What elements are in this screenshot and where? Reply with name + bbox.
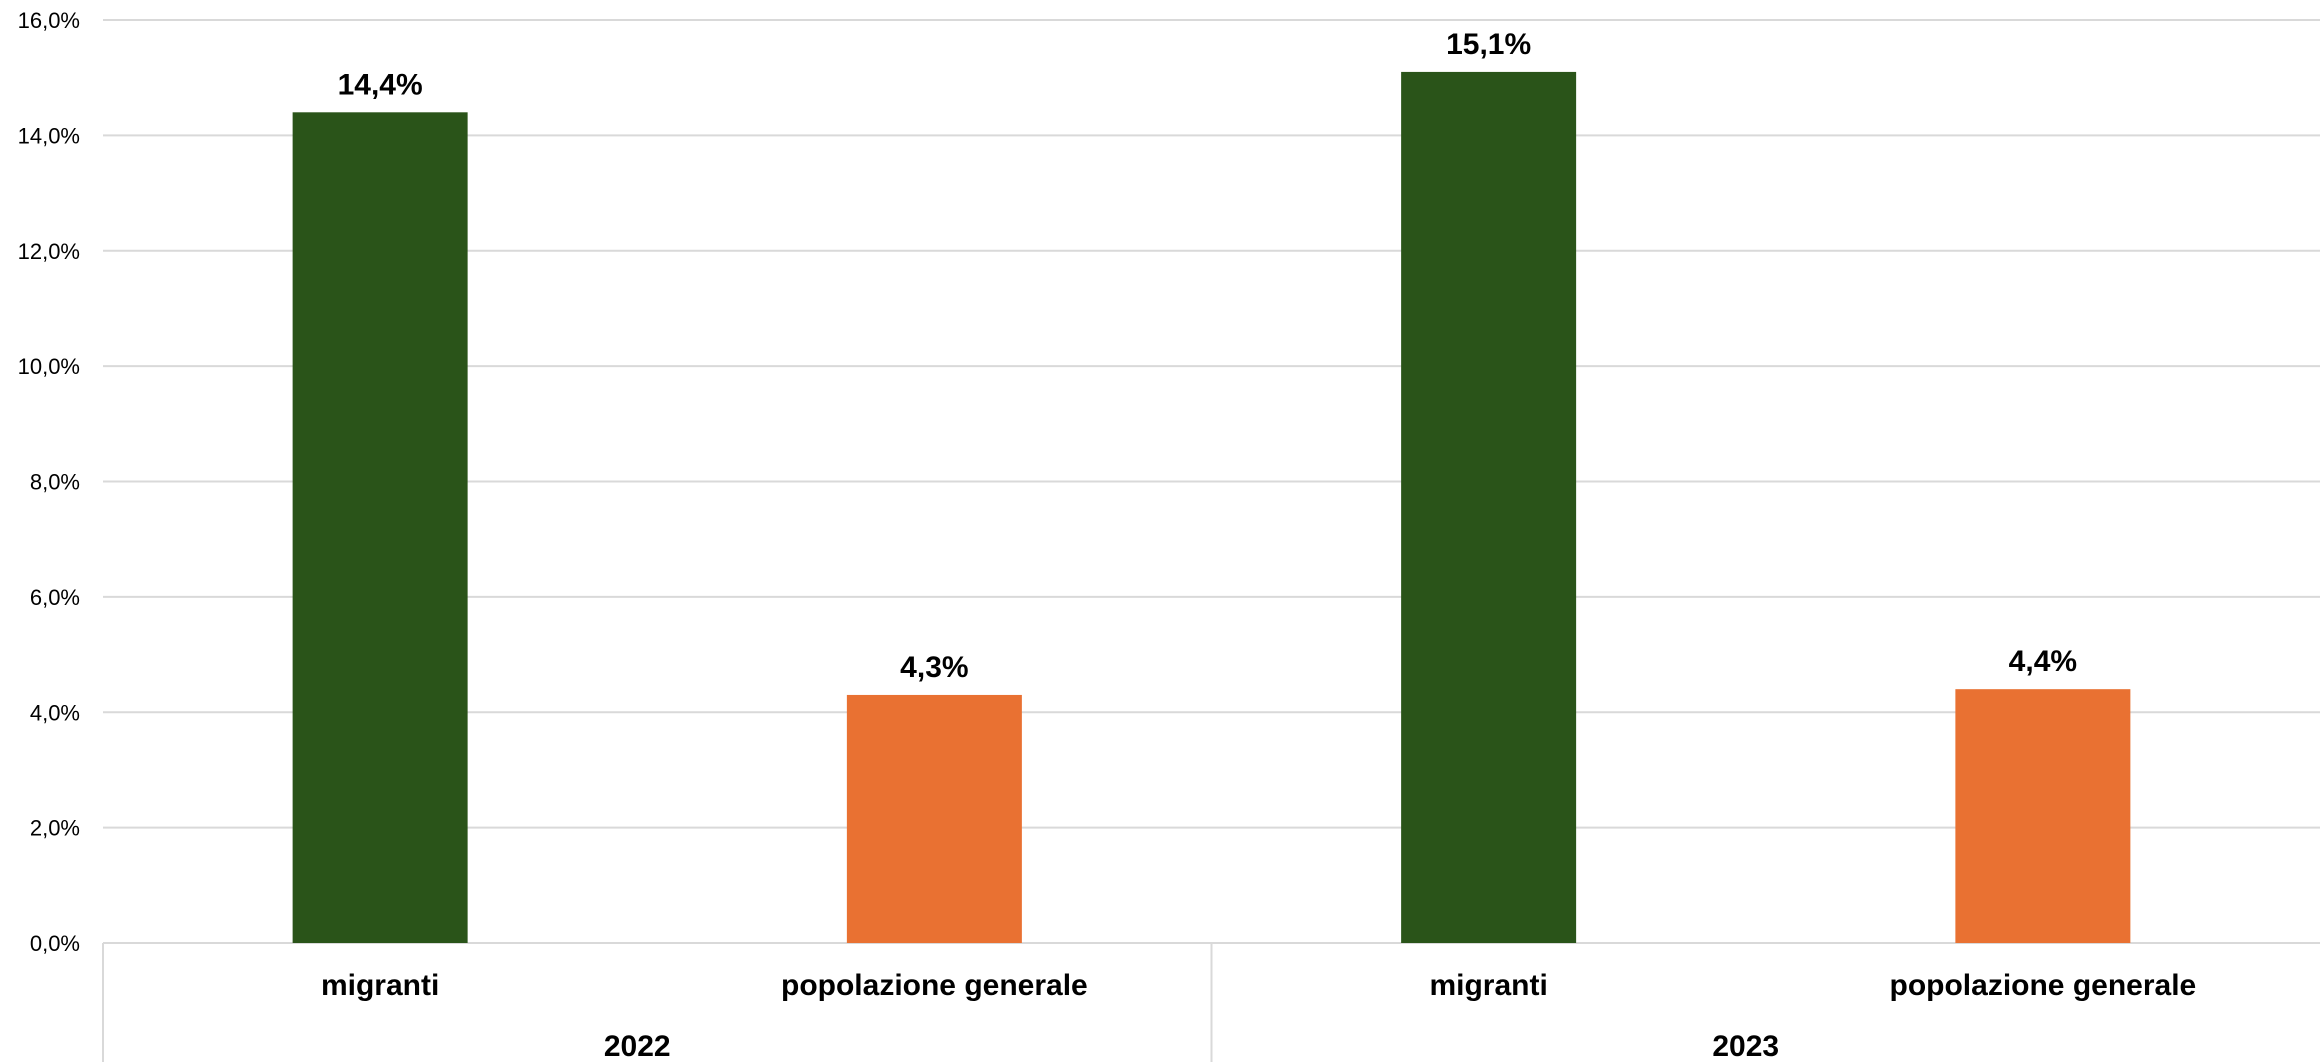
data-label: 15,1%: [1446, 28, 1531, 61]
data-label: 4,4%: [2009, 645, 2077, 678]
category-label: migranti: [1429, 969, 1547, 1002]
bars: [292, 71, 2131, 944]
bar-2022-migranti: [292, 112, 468, 944]
y-tick-label: 12,0%: [18, 239, 80, 264]
category-label: migranti: [321, 969, 439, 1002]
y-axis-tick-labels: 0,0% 2,0% 4,0% 6,0% 8,0% 10,0% 12,0% 14,0% 16,0%: [18, 8, 80, 956]
group-label: 2022: [604, 1030, 671, 1062]
y-tick-label: 6,0%: [30, 585, 80, 610]
data-label: 14,4%: [338, 68, 423, 101]
bar-2022-popolazione-generale: [846, 694, 1022, 943]
category-label: popolazione generale: [1890, 969, 2197, 1002]
data-label: 4,3%: [900, 651, 968, 684]
x-axis: migranti popolazione generale 2022 migranti…: [102, 943, 2197, 1062]
y-tick-label: 4,0%: [30, 700, 80, 725]
bar-2023-migranti: [1401, 71, 1577, 943]
y-tick-label: 14,0%: [18, 123, 80, 148]
y-tick-label: 10,0%: [18, 354, 80, 379]
y-tick-label: 16,0%: [18, 8, 80, 33]
data-labels: 14,4% 4,3% 15,1% 4,4%: [338, 28, 2077, 684]
gridlines: [103, 19, 2320, 944]
y-tick-label: 2,0%: [30, 816, 80, 841]
bar-2023-popolazione-generale: [1955, 689, 2131, 943]
y-tick-label: 8,0%: [30, 470, 80, 495]
category-label: popolazione generale: [781, 969, 1088, 1002]
group-label: 2023: [1712, 1030, 1779, 1062]
y-tick-label: 0,0%: [30, 931, 80, 956]
